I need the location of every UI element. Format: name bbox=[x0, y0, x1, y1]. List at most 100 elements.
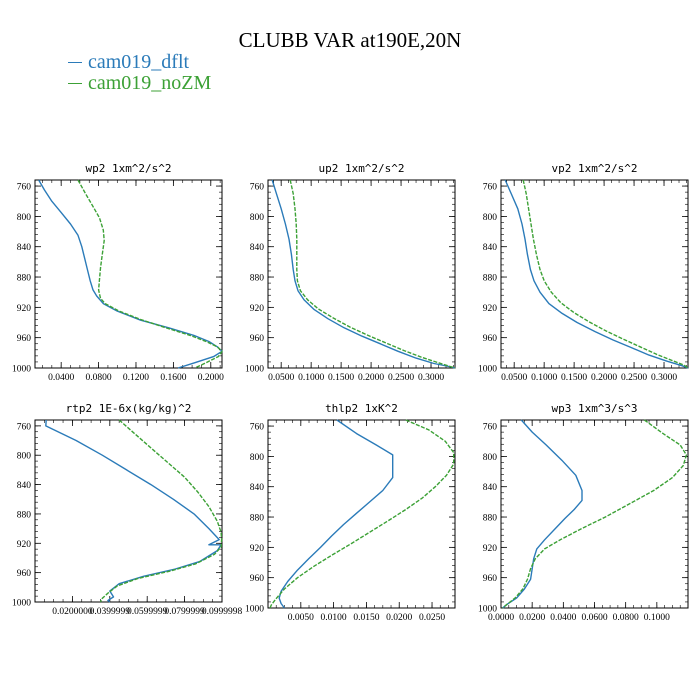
y-tick-label: 960 bbox=[17, 569, 32, 579]
y-tick-label: 920 bbox=[483, 304, 498, 314]
legend-swatch-nozm bbox=[68, 83, 82, 84]
x-tick-label: 0.2500 bbox=[388, 373, 414, 383]
y-tick-label: 840 bbox=[17, 243, 32, 253]
panel-1: wp2 1xm^2/s^2 760 800 840 880 920 960 1000 0.040… bbox=[12, 162, 224, 383]
y-tick-label: 1000 bbox=[245, 605, 264, 615]
series-line-cam019_dflt bbox=[504, 179, 689, 369]
y-tick-label: 1000 bbox=[12, 599, 31, 609]
series-line-cam019_dflt bbox=[271, 179, 456, 369]
panel-frame bbox=[500, 179, 689, 369]
x-tick-label: 0.0200 bbox=[386, 613, 412, 623]
panel-5: thlp2 1xK^2 760 800 840 880 920 960 1000 0.0050 0… bbox=[245, 402, 456, 623]
x-tick-label: 0.1500 bbox=[328, 373, 354, 383]
x-tick-label: 0.1200 bbox=[123, 373, 149, 383]
x-tick-label: 0.0800 bbox=[613, 613, 639, 623]
x-tick-label: 0.2000 bbox=[591, 373, 617, 383]
series-line-cam019_noZM bbox=[502, 419, 688, 609]
panel-frame bbox=[34, 419, 223, 603]
x-tick-label: 0.0799999 bbox=[164, 607, 205, 617]
y-tick-label: 760 bbox=[483, 183, 498, 193]
y-tick-label: 920 bbox=[250, 304, 265, 314]
x-tick-label: 0.0050 bbox=[288, 613, 314, 623]
x-tick-label: 0.0400 bbox=[48, 373, 74, 383]
y-tick-label: 1000 bbox=[478, 605, 497, 615]
y-tick-label: 840 bbox=[17, 481, 32, 491]
y-tick-label: 840 bbox=[483, 243, 498, 253]
y-tick-label: 840 bbox=[250, 243, 265, 253]
panel-2: up2 1xm^2/s^2 760 800 840 880 920 960 1000 0.050… bbox=[245, 162, 456, 383]
y-tick-label: 760 bbox=[483, 423, 498, 433]
series-line-cam019_noZM bbox=[289, 179, 456, 369]
y-tick-label: 840 bbox=[483, 483, 498, 493]
x-tick-label: 0.0150 bbox=[353, 613, 379, 623]
panel-6: wp3 1xm^3/s^3 760 800 840 880 920 960 10000.000… bbox=[478, 402, 689, 623]
x-tick-label: 0.0500 bbox=[268, 373, 294, 383]
y-tick-label: 800 bbox=[17, 213, 32, 223]
y-tick-label: 920 bbox=[250, 544, 265, 554]
y-tick-label: 960 bbox=[250, 574, 265, 584]
panel-title: vp2 1xm^2/s^2 bbox=[551, 162, 637, 175]
x-tick-label: 0.0500 bbox=[501, 373, 527, 383]
x-tick-label: 0.0250 bbox=[419, 613, 445, 623]
y-tick-label: 760 bbox=[17, 422, 32, 432]
legend: cam019_dflt cam019_noZM bbox=[68, 52, 211, 94]
y-tick-label: 800 bbox=[250, 213, 265, 223]
x-tick-label: 0.0200 bbox=[519, 613, 545, 623]
y-tick-label: 1000 bbox=[245, 365, 264, 375]
panel-title: wp2 1xm^2/s^2 bbox=[85, 162, 171, 175]
legend-label-nozm: cam019_noZM bbox=[88, 72, 212, 94]
x-tick-label: 0.0399999 bbox=[90, 607, 131, 617]
series-line-cam019_noZM bbox=[269, 419, 455, 609]
y-tick-label: 1000 bbox=[12, 365, 31, 375]
panel-frame bbox=[34, 179, 223, 369]
legend-item-nozm: cam019_noZM bbox=[68, 73, 211, 94]
x-tick-label: 0.1000 bbox=[298, 373, 324, 383]
x-tick-label: 0.0200000 bbox=[52, 607, 93, 617]
y-tick-label: 920 bbox=[17, 304, 32, 314]
y-tick-label: 760 bbox=[250, 183, 265, 193]
y-tick-label: 800 bbox=[17, 452, 32, 462]
x-tick-label: 0.0100 bbox=[321, 613, 347, 623]
y-tick-label: 880 bbox=[483, 274, 498, 284]
x-tick-label: 0.0999998 bbox=[202, 607, 243, 617]
y-tick-label: 880 bbox=[250, 514, 265, 524]
y-tick-label: 880 bbox=[250, 274, 265, 284]
x-tick-label: 0.0800 bbox=[86, 373, 112, 383]
y-tick-label: 800 bbox=[483, 213, 498, 223]
series-line-cam019_dflt bbox=[278, 419, 394, 609]
legend-label-dflt: cam019_dflt bbox=[88, 51, 190, 73]
panel-title: rtp2 1E-6x(kg/kg)^2 bbox=[66, 402, 192, 415]
x-tick-label: 0.0400 bbox=[550, 613, 576, 623]
y-tick-label: 840 bbox=[250, 483, 265, 493]
panel-frame bbox=[500, 419, 689, 609]
series-line-cam019_dflt bbox=[45, 419, 222, 603]
y-tick-label: 880 bbox=[17, 510, 32, 520]
y-tick-label: 880 bbox=[17, 274, 32, 284]
y-tick-label: 960 bbox=[17, 334, 32, 344]
x-tick-label: 0.3000 bbox=[651, 373, 677, 383]
x-tick-label: 0.1000 bbox=[531, 373, 557, 383]
y-tick-label: 960 bbox=[483, 334, 498, 344]
panel-title: thlp2 1xK^2 bbox=[325, 402, 398, 415]
x-tick-label: 0.3000 bbox=[418, 373, 444, 383]
y-tick-label: 800 bbox=[250, 453, 265, 463]
panel-frame bbox=[267, 419, 456, 609]
x-tick-label: 0.1600 bbox=[160, 373, 186, 383]
y-tick-label: 800 bbox=[483, 453, 498, 463]
panel-title: wp3 1xm^3/s^3 bbox=[551, 402, 637, 415]
series-line-cam019_noZM bbox=[99, 419, 223, 603]
series-line-cam019_noZM bbox=[522, 179, 689, 369]
x-tick-label: 0.1000 bbox=[644, 613, 670, 623]
y-tick-label: 880 bbox=[483, 514, 498, 524]
y-tick-label: 1000 bbox=[478, 365, 497, 375]
x-tick-label: 0.1500 bbox=[561, 373, 587, 383]
x-tick-label: 0.2000 bbox=[198, 373, 224, 383]
legend-swatch-dflt bbox=[68, 62, 82, 63]
panel-3: vp2 1xm^2/s^2 760 800 840 880 920 960 1000 0.050… bbox=[478, 162, 689, 383]
x-tick-label: 0.0600 bbox=[581, 613, 607, 623]
panel-4: rtp2 1E-6x(kg/kg)^2 760 800 840 880 920 960 100… bbox=[12, 402, 242, 617]
legend-item-dflt: cam019_dflt bbox=[68, 52, 211, 73]
x-tick-label: 0.2500 bbox=[621, 373, 647, 383]
series-line-cam019_dflt bbox=[38, 179, 223, 369]
